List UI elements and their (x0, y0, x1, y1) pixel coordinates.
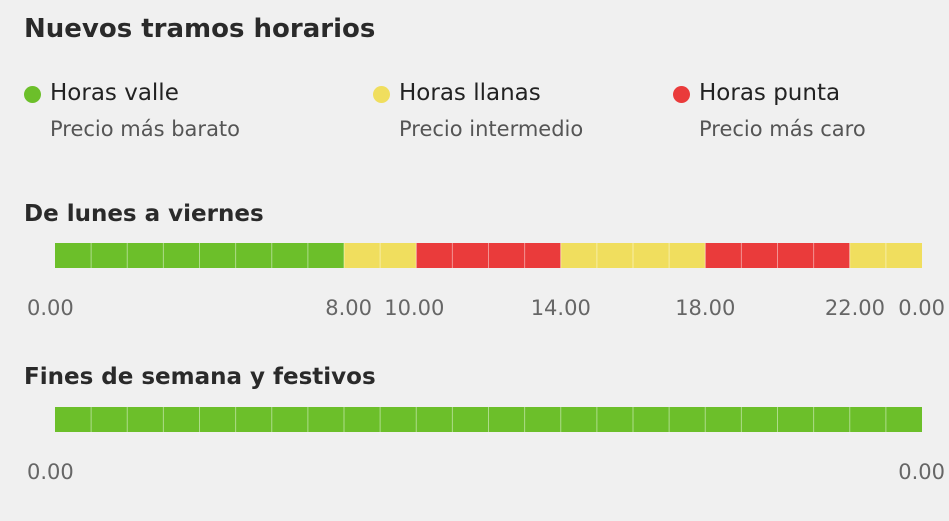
timeline-segment (849, 243, 922, 268)
legend-label: Horas punta (699, 80, 841, 106)
chart-title: Nuevos tramos horarios (24, 14, 376, 44)
legend-label: Horas valle (50, 80, 179, 106)
yellow-dot-icon (373, 86, 390, 103)
tick-label: 18.00 (675, 296, 735, 320)
green-dot-icon (24, 86, 41, 103)
tick-label: 0.00 (27, 296, 74, 320)
timeline-segment (705, 243, 850, 268)
timeline-segment (344, 243, 417, 268)
tick-label: 22.00 (825, 296, 885, 320)
timeline-segment (55, 243, 344, 268)
tick-label: 14.00 (531, 296, 591, 320)
timeline-segment (416, 243, 561, 268)
tick-label: 10.00 (384, 296, 444, 320)
weekday-timeline: 0.00 8.00 10.00 14.00 18.00 22.00 0.00 (27, 243, 945, 320)
weekday-title: De lunes a viernes (24, 201, 264, 227)
timeline-segment (560, 243, 706, 268)
tick-label: 0.00 (898, 460, 945, 484)
tick-label: 0.00 (27, 460, 74, 484)
weekend-timeline: 0.00 0.00 (27, 407, 945, 484)
weekend-title: Fines de semana y festivos (24, 364, 376, 390)
timeline-segment (55, 407, 922, 432)
legend-description: Precio más barato (50, 117, 241, 141)
legend-label: Horas llanas (399, 80, 541, 106)
tick-label: 0.00 (898, 296, 945, 320)
tick-label: 8.00 (325, 296, 372, 320)
legend-description: Precio más caro (699, 117, 866, 141)
legend-description: Precio intermedio (399, 117, 584, 141)
red-dot-icon (673, 86, 690, 103)
